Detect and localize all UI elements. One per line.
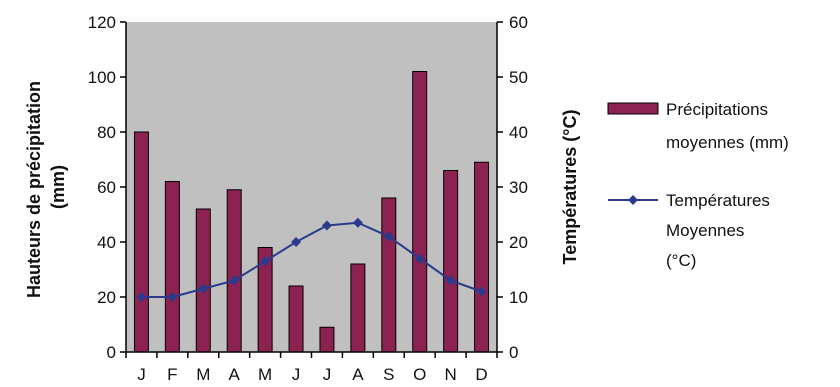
legend-label-temperature: Températures Moyennes (°C) bbox=[666, 191, 775, 270]
bar-11 bbox=[443, 170, 459, 353]
legend-swatch-precipitation bbox=[607, 102, 659, 115]
legend-label-precipitation-line-2: moyennes (mm) bbox=[666, 133, 789, 152]
left-ticks: 0 20 40 60 80 100 120 bbox=[88, 13, 126, 362]
legend: Précipitations moyennes (mm) Température… bbox=[607, 100, 789, 270]
temperature-point-6 bbox=[291, 237, 302, 247]
x-tick-label: A bbox=[352, 365, 364, 384]
temperature-point-8 bbox=[352, 217, 363, 228]
temperature-polyline bbox=[141, 221, 482, 298]
bar-6 bbox=[288, 285, 304, 353]
left-axis-title-line-1: Hauteurs de précipitation bbox=[24, 81, 44, 298]
legend-item-temperature: Températures Moyennes (°C) bbox=[608, 191, 775, 270]
x-tick-label: S bbox=[383, 365, 394, 384]
left-axis-title-line-2: (mm) bbox=[48, 165, 68, 209]
right-axis-title: Températures (°C) bbox=[560, 110, 580, 265]
legend-label-temperature-line-1: Températures bbox=[666, 191, 770, 210]
left-tick-label: 80 bbox=[97, 123, 116, 142]
left-tick-label: 100 bbox=[88, 68, 116, 87]
right-tick-label: 50 bbox=[509, 68, 528, 87]
bar-2 bbox=[164, 181, 180, 353]
legend-label-precipitation: Précipitations moyennes (mm) bbox=[666, 100, 789, 152]
right-tick-label: 60 bbox=[509, 13, 528, 32]
bar-10 bbox=[412, 71, 428, 353]
right-tick-label: 10 bbox=[509, 288, 528, 307]
left-axis-title: Hauteurs de précipitation (mm) bbox=[24, 76, 68, 298]
bar-4 bbox=[226, 189, 242, 353]
temperature-point-10 bbox=[414, 253, 425, 264]
temperature-line bbox=[136, 217, 487, 302]
right-tick-label: 30 bbox=[509, 178, 528, 197]
temperature-point-3 bbox=[198, 283, 209, 294]
legend-label-temperature-line-3: (°C) bbox=[666, 251, 696, 270]
temperature-point-1 bbox=[136, 292, 147, 302]
legend-label-precipitation-line-1: Précipitations bbox=[666, 100, 768, 119]
temperature-point-9 bbox=[383, 231, 394, 242]
bar-8 bbox=[350, 263, 366, 353]
x-tick-label: N bbox=[444, 365, 456, 384]
plot-area bbox=[126, 22, 497, 352]
x-tick-label: M bbox=[196, 365, 210, 384]
bar-12 bbox=[474, 161, 490, 353]
legend-marker-temperature bbox=[628, 195, 638, 205]
x-tick-label: A bbox=[229, 365, 241, 384]
legend-label-temperature-line-2: Moyennes bbox=[666, 221, 744, 240]
legend-item-precipitation: Précipitations moyennes (mm) bbox=[607, 100, 789, 152]
bar-9 bbox=[381, 197, 397, 353]
x-tick-label: M bbox=[258, 365, 272, 384]
x-tick-label: O bbox=[413, 365, 426, 384]
temperature-point-4 bbox=[229, 275, 240, 286]
right-tick-label: 40 bbox=[509, 123, 528, 142]
right-ticks: 0 10 20 30 40 50 60 bbox=[497, 13, 528, 362]
temperature-point-5 bbox=[260, 256, 271, 267]
bar-1 bbox=[133, 131, 149, 353]
x-tick-label: D bbox=[475, 365, 487, 384]
right-tick-label: 20 bbox=[509, 233, 528, 252]
left-tick-label: 40 bbox=[97, 233, 116, 252]
temperature-point-2 bbox=[167, 292, 178, 302]
x-tick-label: J bbox=[137, 365, 146, 384]
x-tick-label: F bbox=[167, 365, 177, 384]
left-tick-label: 20 bbox=[97, 288, 116, 307]
temperature-point-7 bbox=[321, 220, 332, 231]
bar-7 bbox=[319, 326, 335, 353]
x-tick-label: J bbox=[292, 365, 301, 384]
temperature-point-12 bbox=[476, 286, 487, 297]
right-tick-label: 0 bbox=[509, 343, 518, 362]
left-tick-label: 120 bbox=[88, 13, 116, 32]
left-tick-label: 0 bbox=[107, 343, 116, 362]
left-tick-label: 60 bbox=[97, 178, 116, 197]
bar-3 bbox=[195, 208, 211, 353]
temperature-point-11 bbox=[445, 275, 456, 286]
x-tick-label: J bbox=[323, 365, 332, 384]
